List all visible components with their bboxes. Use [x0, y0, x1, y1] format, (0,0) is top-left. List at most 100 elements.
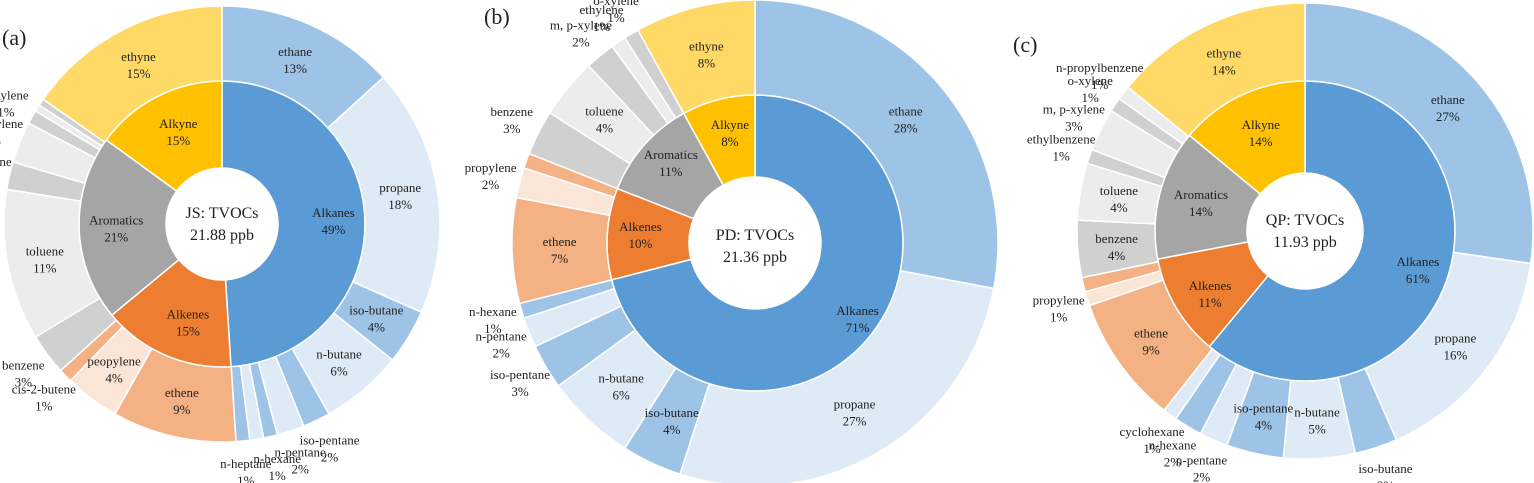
inner-slice-alkyne-label: Alkyne — [1242, 117, 1281, 132]
outer-slice-propane — [678, 269, 995, 483]
outer-slice-n-hexane-label: n-hexane — [253, 451, 301, 466]
inner-slice-alkenes-label: Alkenes — [167, 306, 210, 321]
outer-slice-n-butane-percent: 6% — [612, 388, 630, 403]
outer-slice-n-pentane-percent: 2% — [492, 345, 510, 360]
panel-b-labels: Alkanes 71% Alkenes 10% Aromatics 11% Alkyne 8%… — [465, 0, 923, 437]
outer-slice-ethyne-percent: 8% — [698, 56, 716, 71]
outer-slice-ethyne-label: ethyne — [689, 39, 724, 54]
inner-slice-aromatics-label: Aromatics — [89, 213, 143, 228]
panel-c-center-title: QP: TVOCs — [1266, 212, 1344, 229]
outer-slice-o-xylene-percent: 1% — [0, 104, 15, 119]
panel-b-center-hole — [689, 177, 821, 309]
outer-slice-n-hexane-label: n-hexane — [469, 304, 517, 319]
panel-c-rings — [1076, 2, 1534, 460]
panel-b: (b) Alkanes 71% Alkenes 10% Aromatics 11% Alky… — [465, 0, 999, 483]
inner-slice-aromatics-label: Aromatics — [1174, 187, 1228, 202]
outer-slice-benzene-percent: 3% — [503, 121, 521, 136]
panel-a-labels: Alkanes 49% Alkenes 15% Aromatics 21% Alkyne 15… — [0, 44, 421, 483]
outer-slice-propylene-percent: 2% — [482, 177, 500, 192]
inner-slice-alkyne-percent: 8% — [721, 134, 739, 149]
outer-slice-o-xylene-label: o-xylene — [1067, 73, 1113, 88]
inner-slice-alkanes-percent: 61% — [1406, 271, 1430, 286]
panel-c-center-hole — [1247, 173, 1363, 289]
outer-slice-propane-percent: 16% — [1443, 347, 1467, 362]
outer-slice-iso-butane-percent: 4% — [663, 422, 681, 437]
outer-slice-ethane-label: ethane — [889, 103, 923, 118]
outer-slice-ethylene-label: ethylene — [580, 2, 624, 17]
outer-slice-iso-butane-label: iso-butane — [349, 303, 403, 318]
outer-slice-iso-butane-label: iso-butane — [1358, 461, 1412, 476]
inner-slice-alkanes-percent: 71% — [846, 320, 870, 335]
outer-slice-n-pentane-label: n-pentane — [275, 444, 326, 459]
outer-slice-n-butane-label: n-butane — [316, 346, 362, 361]
inner-slice-alkanes-label: Alkanes — [836, 303, 879, 318]
outer-slice-toluene-label: toluene — [26, 244, 64, 259]
panel-b-center-title: PD: TVOCs — [716, 227, 794, 244]
outer-slice-benzene-label: benzene — [2, 357, 45, 372]
outer-slice-cis-2-butene-label: cis-2-butene — [12, 382, 76, 397]
panel-a-rings — [3, 5, 441, 443]
outer-slice-toluene-percent: 4% — [1110, 200, 1128, 215]
outer-slice-n-butane-percent: 6% — [330, 363, 348, 378]
inner-slice-alkenes-percent: 10% — [628, 236, 652, 251]
outer-slice-n-heptane-label: n-heptane — [220, 456, 271, 471]
outer-slice-m-p-xylene-label: m, p-xylene — [550, 18, 612, 33]
outer-slice-ethene-label: ethene — [165, 385, 199, 400]
outer-slice-n-pentane-percent: 2% — [291, 461, 309, 476]
outer-slice-toluene-label: toluene — [585, 103, 623, 118]
inner-slice-alkenes-percent: 15% — [176, 323, 200, 338]
outer-slice-n-heptane-percent: 1% — [237, 473, 255, 483]
outer-slice-ethylbenzene-label: ethylbenzene — [1027, 132, 1096, 147]
panel-b-center-total: 21.36 ppb — [723, 249, 787, 266]
panel-a-center-hole — [166, 168, 278, 280]
panel-c-center-total: 11.93 ppb — [1273, 234, 1336, 251]
outer-slice-m-p-xylene-label: m, p-xylene — [1043, 101, 1105, 116]
outer-slice-peopylene-percent: 4% — [105, 371, 123, 386]
outer-slice-propane-label: propane — [834, 396, 876, 411]
panel-c: (c) Alkanes 61% Alkenes 11% Aromatics 14% Alky… — [1013, 2, 1534, 483]
outer-slice-iso-pentane-percent: 2% — [321, 449, 339, 464]
outer-slice-ethyne — [1126, 2, 1306, 138]
outer-slice-iso-pentane-percent: 3% — [511, 384, 529, 399]
inner-slice-aromatics-percent: 14% — [1189, 204, 1213, 219]
outer-slice-ethyne-percent: 15% — [127, 66, 151, 81]
outer-slice-propane-label: propane — [379, 180, 421, 195]
panel-a-center-title: JS: TVOCs — [185, 205, 258, 222]
inner-slice-alkenes-label: Alkenes — [619, 219, 662, 234]
outer-slice-o-xylene-percent: 1% — [1082, 90, 1100, 105]
outer-slice-ethene-percent: 7% — [551, 251, 569, 266]
panel-a-letter: (a) — [2, 25, 26, 50]
outer-slice-peopylene-label: peopylene — [87, 354, 141, 369]
outer-slice-o-xylene-percent: 1% — [607, 10, 625, 25]
inner-slice-alkyne-percent: 14% — [1249, 134, 1273, 149]
outer-slice-ethene-label: ethene — [543, 234, 577, 249]
outer-slice-iso-butane-percent: 3% — [1377, 478, 1395, 483]
outer-slice-ethene-percent: 9% — [1142, 343, 1160, 358]
inner-slice-alkenes-percent: 11% — [1198, 295, 1222, 310]
inner-slice-alkyne-label: Alkyne — [711, 117, 750, 132]
outer-slice-o-xylene-label: o-xylene — [593, 0, 639, 8]
inner-slice-alkyne-label: Alkyne — [159, 116, 198, 131]
inner-slice-alkyne-percent: 15% — [166, 133, 190, 148]
outer-slice-ethylbenzne-label: ethylbenzne — [0, 154, 12, 169]
panel-c-letter: (c) — [1013, 32, 1037, 57]
outer-slice-propane-percent: 27% — [843, 413, 867, 428]
outer-slice-ethyne-percent: 14% — [1212, 62, 1236, 77]
inner-slice-aromatics-label: Aromatics — [644, 147, 698, 162]
inner-slice-alkanes-label: Alkanes — [312, 205, 355, 220]
outer-slice-ethane-percent: 13% — [283, 61, 307, 76]
outer-slice-propane-label: propane — [1434, 330, 1476, 345]
outer-slice-ethyne-label: ethyne — [1206, 45, 1241, 60]
outer-slice-m-p-xylene-percent: 2% — [572, 35, 590, 50]
outer-slice-ethane-percent: 27% — [1436, 109, 1460, 124]
outer-slice-n-propylbenzene-percent: 1% — [1091, 77, 1109, 92]
outer-slice-ethene-label: ethene — [1134, 326, 1168, 341]
outer-slice-m-p-xylene-percent: 3% — [1065, 118, 1083, 133]
outer-slice-n-pentane-label: n-pentane — [476, 328, 527, 343]
outer-slice-n-hexane-percent: 2% — [1164, 454, 1182, 469]
panel-c-labels: Alkanes 61% Alkenes 11% Aromatics 14% Alkyne 14… — [1027, 45, 1477, 483]
outer-slice-ethyne — [42, 5, 223, 144]
outer-slice-ethane — [754, 0, 999, 290]
outer-slice-m-p-xylene-percent: 3% — [0, 133, 1, 148]
